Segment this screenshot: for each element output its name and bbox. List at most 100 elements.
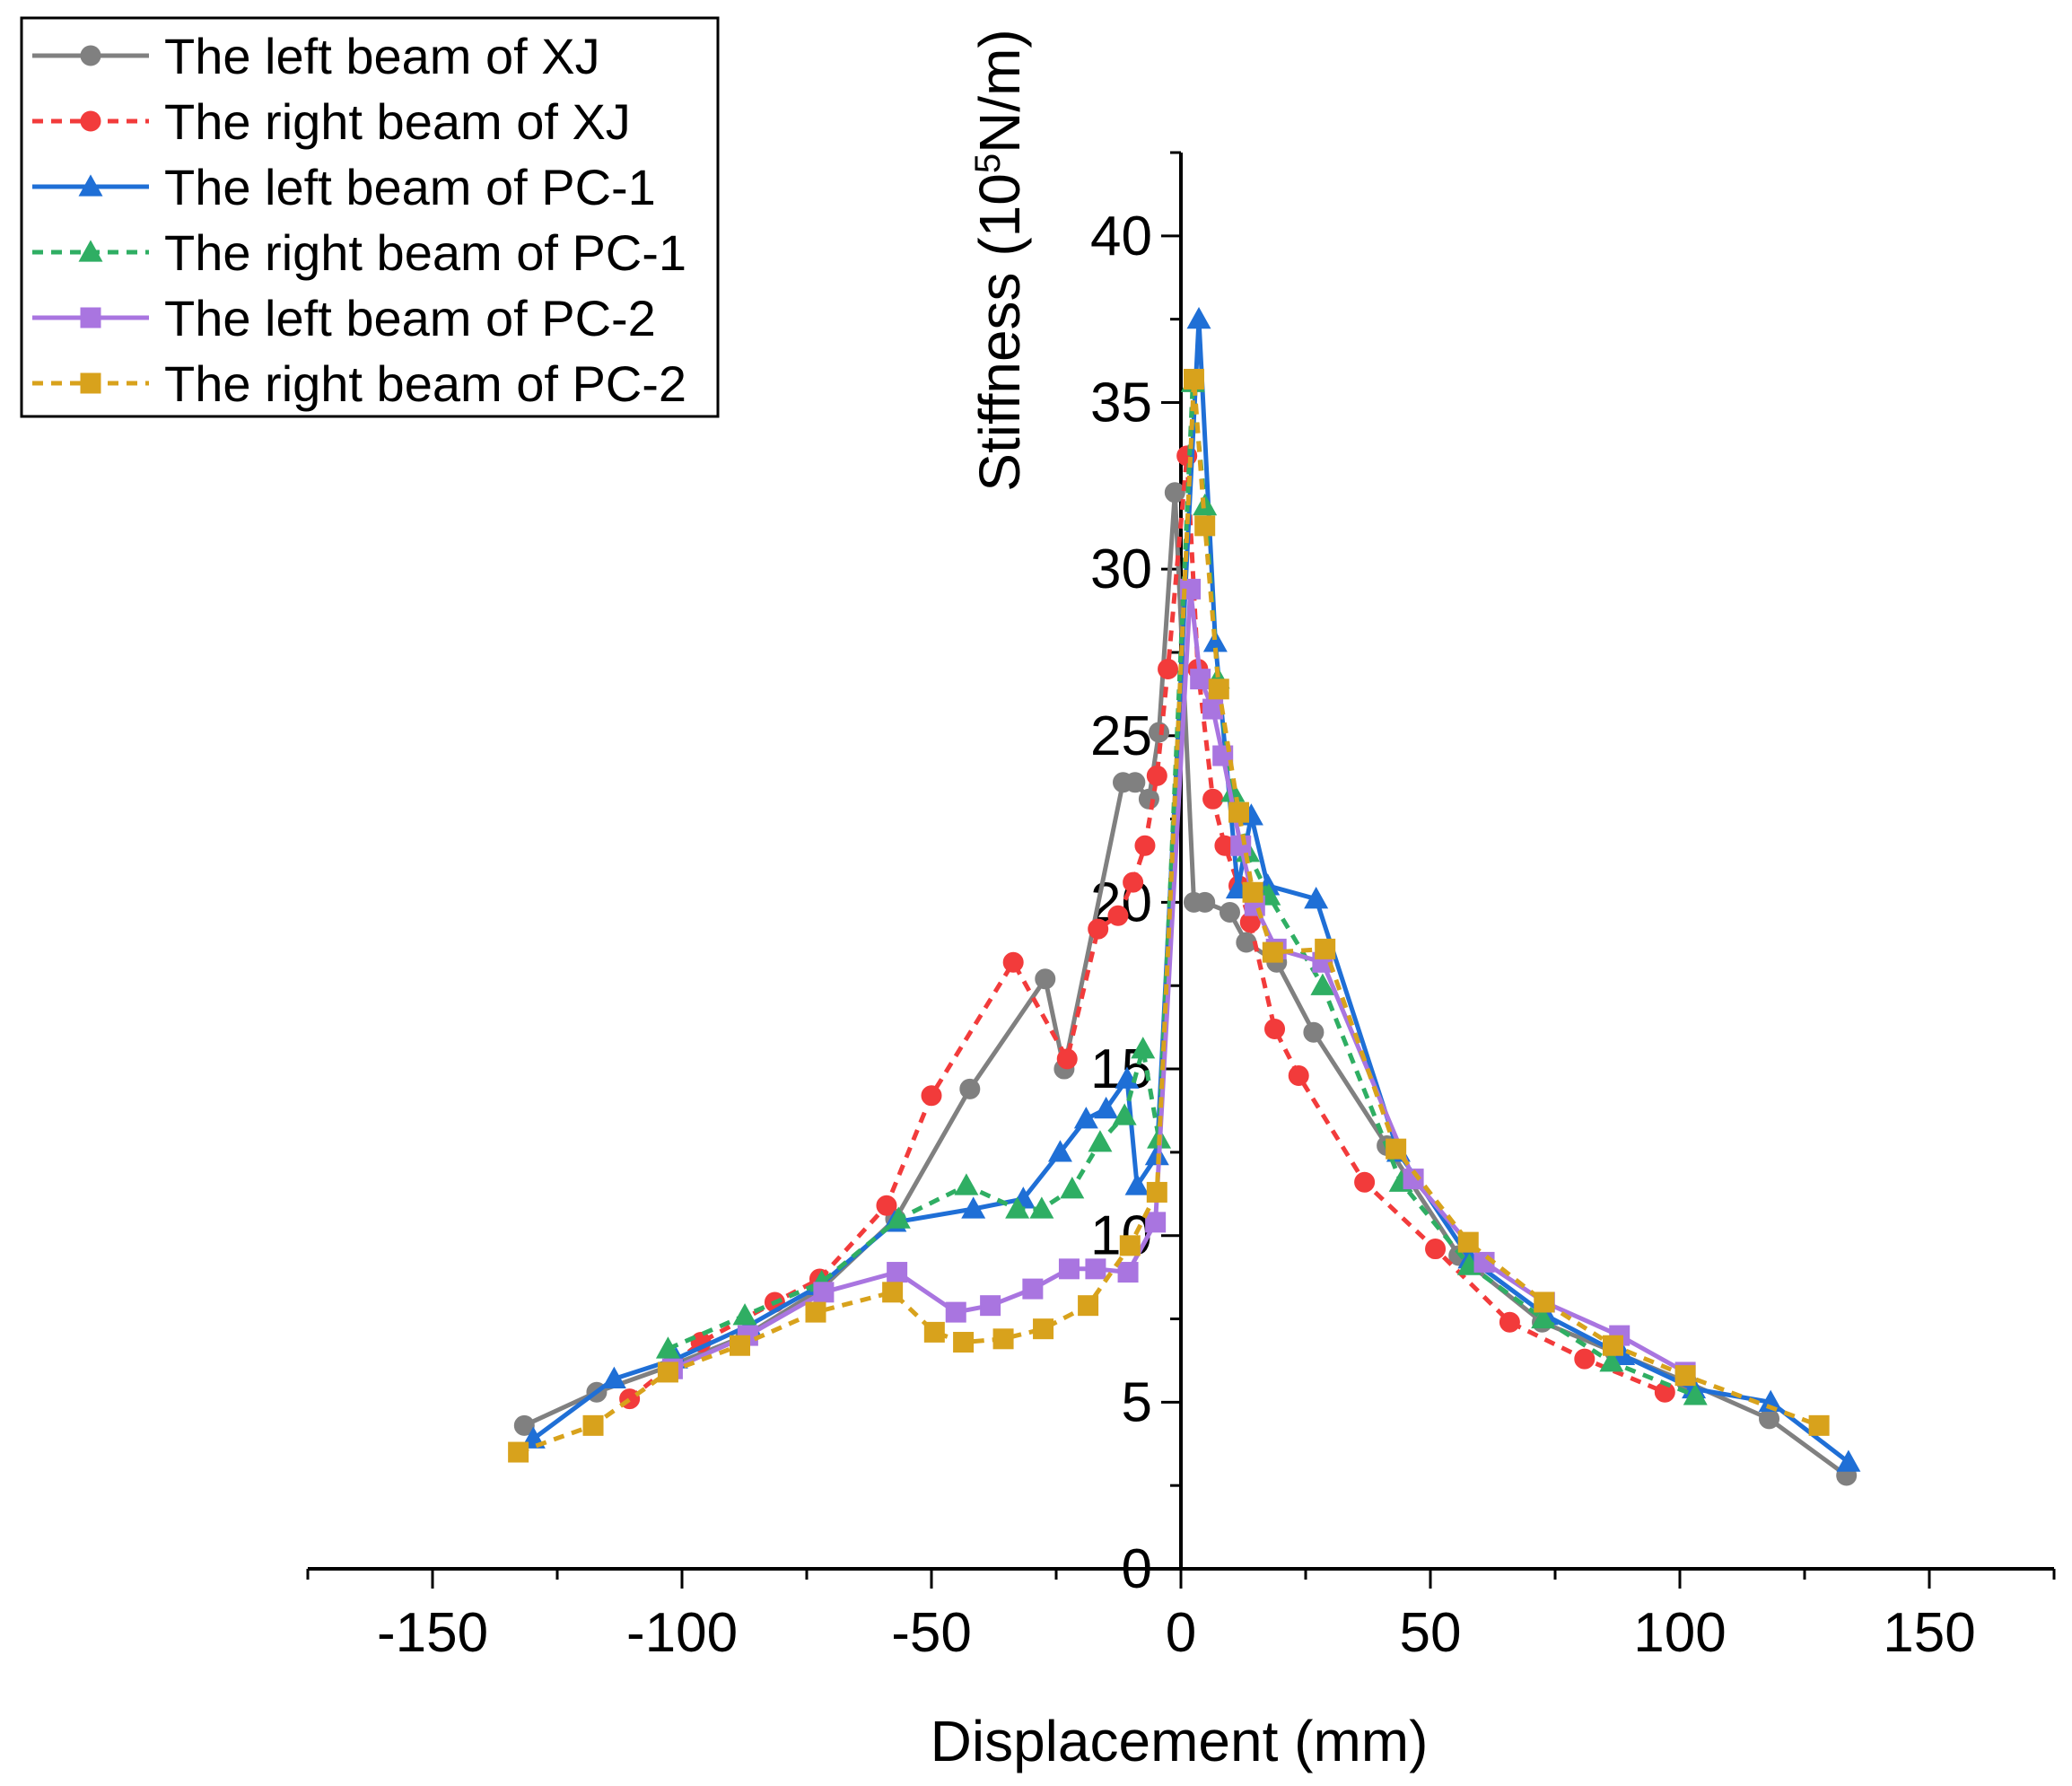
data-point xyxy=(805,1301,826,1323)
data-point xyxy=(1674,1365,1696,1387)
data-point xyxy=(1534,1291,1555,1313)
data-point xyxy=(1145,1212,1167,1233)
y-tick-label: 0 xyxy=(1122,1538,1152,1600)
data-point xyxy=(992,1328,1014,1350)
y-axis-title-prefix: Stiffness (10 xyxy=(967,173,1032,492)
data-point xyxy=(1808,1414,1830,1436)
data-point xyxy=(1056,1048,1078,1070)
legend-marker xyxy=(80,45,101,66)
data-point xyxy=(1124,1173,1150,1195)
y-tick-label: 5 xyxy=(1122,1371,1152,1433)
data-point xyxy=(1836,1449,1861,1472)
data-point xyxy=(1386,1138,1407,1160)
legend-label: The left beam of PC-1 xyxy=(164,159,656,215)
data-point xyxy=(1202,788,1224,810)
legend-entry: The left beam of XJ xyxy=(32,28,600,84)
y-tick-label: 30 xyxy=(1090,538,1152,600)
legend-marker xyxy=(78,174,103,197)
data-point xyxy=(1315,938,1336,959)
series-layer xyxy=(508,306,1861,1486)
data-point xyxy=(1088,918,1109,940)
data-point xyxy=(1242,881,1263,903)
x-tick-label: 150 xyxy=(1883,1602,1975,1664)
data-point xyxy=(1219,902,1240,924)
data-point xyxy=(1123,871,1144,893)
legend-entry: The left beam of PC-2 xyxy=(32,290,656,346)
data-point xyxy=(1131,1037,1156,1059)
data-point xyxy=(1202,698,1224,720)
data-point xyxy=(923,1321,945,1343)
data-point xyxy=(1117,1262,1139,1283)
data-point xyxy=(1119,1235,1141,1256)
data-point xyxy=(1164,482,1185,503)
data-point xyxy=(657,1361,678,1383)
legend-label: The right beam of XJ xyxy=(164,93,631,150)
data-point xyxy=(1085,1258,1106,1280)
data-point xyxy=(1304,887,1329,909)
data-point xyxy=(1208,679,1229,700)
data-point xyxy=(1228,801,1249,823)
series-line xyxy=(667,380,1697,1398)
data-point xyxy=(921,1085,942,1107)
data-point xyxy=(582,1414,604,1436)
data-point xyxy=(601,1366,626,1388)
data-point xyxy=(961,1196,986,1219)
data-point xyxy=(1047,1140,1072,1162)
legend-marker xyxy=(78,240,103,262)
data-point xyxy=(1146,765,1167,786)
legend-entry: The left beam of PC-1 xyxy=(32,159,656,215)
legend: The left beam of XJ The right beam of XJ T… xyxy=(20,16,720,418)
data-point xyxy=(1403,1169,1424,1190)
data-point xyxy=(1758,1389,1783,1412)
data-point xyxy=(1134,835,1156,856)
legend-label: The left beam of PC-2 xyxy=(164,290,656,346)
y-axis-title: Stiffness (105N/m) xyxy=(967,29,1032,491)
data-point xyxy=(1186,306,1211,329)
data-point xyxy=(954,1173,979,1195)
data-point xyxy=(1499,1311,1520,1333)
data-point xyxy=(953,1332,975,1353)
data-point xyxy=(1029,1196,1054,1219)
data-point xyxy=(732,1303,757,1326)
data-point xyxy=(1112,1103,1137,1125)
data-point xyxy=(508,1441,529,1463)
data-point xyxy=(1033,1318,1054,1340)
data-point xyxy=(1425,1239,1447,1260)
y-tick-label: 25 xyxy=(1090,705,1152,767)
data-point xyxy=(1158,659,1179,680)
legend-marker xyxy=(80,110,101,132)
data-point xyxy=(1310,973,1335,995)
data-point xyxy=(876,1195,897,1216)
data-point xyxy=(1124,772,1146,793)
legend-label: The left beam of XJ xyxy=(164,28,600,84)
data-point xyxy=(1183,368,1204,390)
data-point xyxy=(1146,1181,1167,1203)
x-axis-title: Displacement (mm) xyxy=(931,1709,1429,1773)
data-point xyxy=(1288,1064,1309,1086)
data-point xyxy=(1190,669,1211,690)
series-6 xyxy=(508,368,1830,1463)
legend-marker xyxy=(80,372,101,394)
data-point xyxy=(729,1335,750,1356)
data-point xyxy=(1683,1383,1708,1405)
data-point xyxy=(1058,1258,1080,1280)
y-axis-title-superscript: 5 xyxy=(968,153,1008,173)
data-point xyxy=(887,1262,908,1283)
data-point xyxy=(1194,515,1216,537)
series-line xyxy=(517,377,1820,1455)
data-point xyxy=(1005,1196,1030,1219)
y-axis-title-suffix: N/m) xyxy=(967,29,1032,153)
data-point xyxy=(980,1295,1001,1317)
data-point xyxy=(1060,1177,1085,1199)
data-point xyxy=(1574,1348,1596,1370)
data-point xyxy=(1194,891,1216,913)
legend-entry: The right beam of PC-1 xyxy=(32,224,686,281)
data-point xyxy=(882,1282,904,1303)
series-1 xyxy=(513,482,1858,1486)
x-tick-label: 0 xyxy=(1166,1602,1196,1664)
data-point xyxy=(886,1206,911,1229)
y-tick-label: 40 xyxy=(1090,206,1152,267)
data-point xyxy=(1002,951,1024,973)
legend-entry: The right beam of XJ xyxy=(32,93,631,150)
